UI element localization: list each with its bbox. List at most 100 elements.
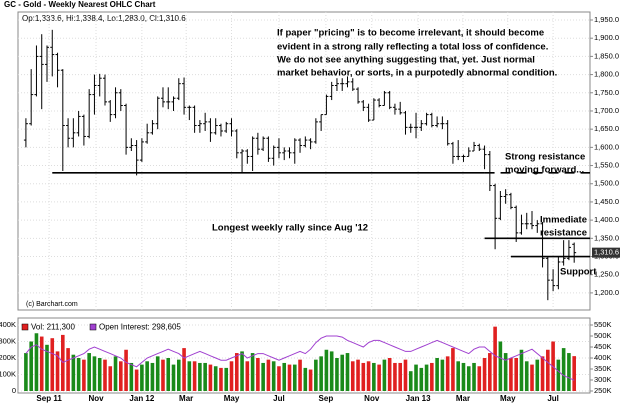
volume-bar (198, 362, 202, 391)
volume-bar (503, 353, 508, 391)
volume-bar (456, 361, 461, 391)
y-tick-label: 200K (0, 353, 16, 362)
volume-bar (546, 349, 550, 391)
y2-tick-label: 450K (594, 342, 612, 351)
volume-bar (192, 361, 197, 391)
volume-bar (145, 361, 149, 391)
annotation: We do not see anything suggesting that, … (277, 55, 535, 66)
y2-tick-label: 250K (594, 386, 612, 395)
volume-bar (372, 362, 376, 391)
volume-panel (17, 317, 591, 394)
volume-bar (203, 362, 207, 391)
y-tick-label: 1,600.0 (594, 142, 619, 151)
volume-bar (377, 364, 381, 391)
ohlc-header: Op:1,333.6, Hi:1,338.4, Lo:1,283.0, Cl:1… (22, 14, 186, 23)
volume-bar (140, 364, 144, 391)
volume-bar (509, 358, 513, 391)
y-tick-label: 1,450.0 (594, 197, 619, 206)
y-tick-label: 1,500.0 (594, 179, 619, 188)
y2-tick-label: 400K (594, 353, 612, 362)
source: (c) Barchart.com (26, 301, 78, 308)
annotation: Immediate (540, 215, 587, 226)
y-tick-label: 1,200.0 (594, 288, 619, 297)
volume-bar (482, 358, 487, 391)
volume-bar (234, 353, 239, 391)
volume-bar (488, 353, 492, 391)
volume-bar (187, 361, 192, 391)
annotation: moving forward... (505, 165, 584, 176)
volume-bar (103, 359, 107, 391)
y-tick-label: 1,250.0 (594, 270, 619, 279)
y-tick-label: 1,750.0 (594, 88, 619, 97)
volume-bar (314, 359, 318, 391)
volume-bar (393, 362, 397, 391)
volume-bar (303, 367, 308, 391)
volume-bar (345, 353, 350, 391)
volume-bar (71, 354, 76, 391)
x-tick-label: May (500, 394, 516, 403)
volume-bar (398, 362, 403, 391)
volume-bar (256, 358, 260, 391)
volume-bar (435, 358, 439, 391)
annotation: resistance (540, 228, 587, 239)
volume-bar (50, 338, 55, 391)
volume-bar (208, 364, 213, 391)
x-tick-label: Sep (319, 394, 334, 403)
x-tick-label: Mar (179, 394, 193, 403)
volume-bar (240, 351, 244, 391)
volume-bar (572, 356, 576, 391)
volume-bar (92, 356, 97, 391)
volume-bar (176, 359, 181, 391)
y-tick-label: 100K (0, 369, 16, 378)
volume-bar (155, 356, 160, 391)
y-tick-label: 1,400.0 (594, 215, 619, 224)
volume-bar (308, 369, 313, 391)
x-tick-label: Mar (456, 394, 470, 403)
x-tick-label: Nov (88, 394, 104, 403)
volume-bar (498, 341, 503, 391)
y2-tick-label: 300K (594, 375, 612, 384)
volume-bar (524, 361, 529, 391)
volume-bar (245, 361, 250, 391)
volume-bar (540, 356, 545, 391)
volume-bar (451, 348, 455, 391)
y-tick-label: 1,850.0 (594, 51, 619, 60)
volume-bar (382, 359, 387, 391)
volume-bar (213, 366, 218, 391)
volume-bar (556, 359, 561, 391)
legend-swatch (89, 323, 97, 331)
volume-bar (440, 359, 445, 391)
volume-bar (161, 359, 165, 391)
volume-bar (229, 361, 234, 391)
annotation: Strong resistance (505, 152, 585, 163)
annotation: Support (560, 267, 597, 278)
volume-bar (361, 362, 366, 391)
volume-bar (298, 359, 302, 391)
volume-bar (430, 362, 434, 391)
volume-plot (18, 324, 590, 392)
volume-bar (87, 353, 91, 391)
chart-title: GC - Gold - Weekly Nearest OHLC Chart (4, 0, 156, 9)
volume-bar (66, 348, 70, 391)
legend-label: Open Interest: 298,605 (99, 323, 181, 332)
volume-bar (324, 349, 329, 391)
volume-bar (224, 367, 229, 391)
volume-bar (282, 362, 287, 391)
volume-bar (319, 356, 323, 391)
last-price-box (592, 247, 620, 258)
annotation: evident in a strong rally reflecting a t… (277, 42, 548, 53)
annotation: market behavior, or sorts, in a purpoted… (277, 68, 557, 79)
volume-bar (39, 336, 44, 391)
volume-bar (340, 354, 345, 391)
y2-tick-label: 550K (594, 320, 612, 329)
volume-bar (34, 333, 39, 391)
volume-bar (366, 361, 371, 391)
volume-bar (250, 353, 255, 391)
open-interest-line (25, 335, 575, 381)
volume-bar (461, 362, 466, 391)
volume-bar (414, 364, 418, 391)
volume-bar (76, 358, 81, 391)
price-plot (18, 12, 590, 310)
